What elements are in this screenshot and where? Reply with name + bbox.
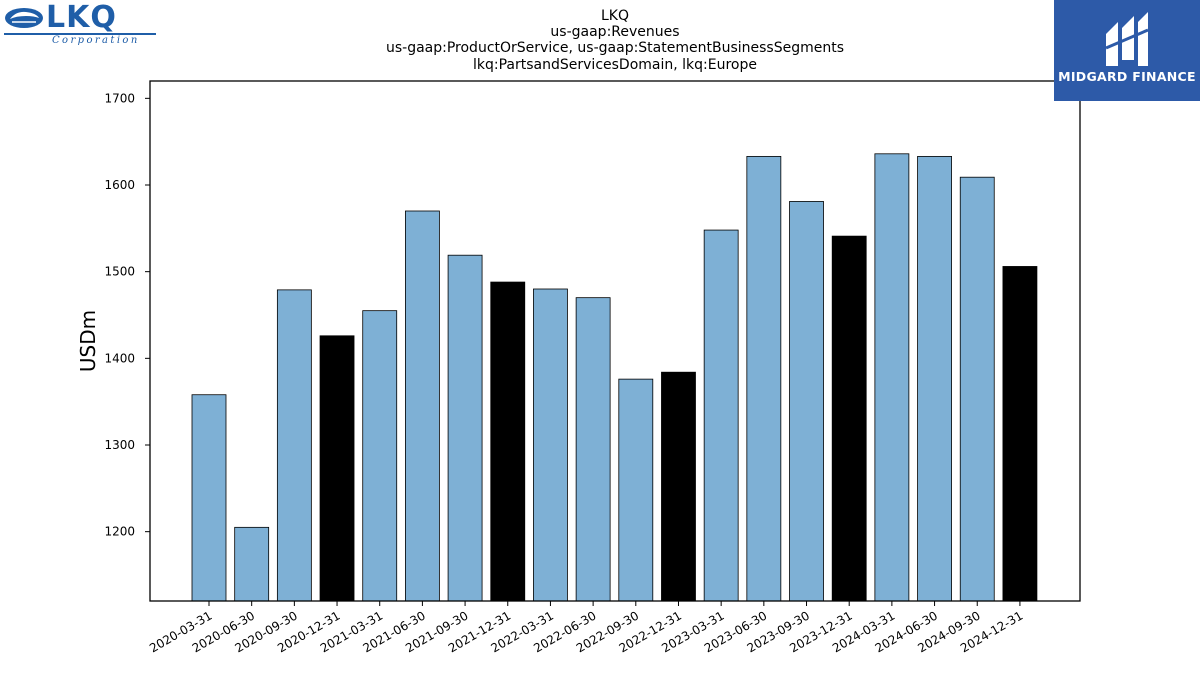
bar-2023-03-31 (703, 229, 739, 602)
y-tick-label-1600: 1600 (104, 178, 135, 192)
chart-title: LKQ us-gaap:Revenues us-gaap:ProductOrSe… (386, 8, 844, 73)
midgard-finance-text: MIDGARD FINANCE (1058, 69, 1196, 84)
bar-2022-03-31 (533, 288, 568, 602)
bar-2024-06-30 (917, 155, 952, 602)
bar-2021-06-30 (404, 210, 440, 602)
bar-2020-06-30 (234, 526, 270, 602)
bar-2023-09-30 (789, 201, 824, 602)
lkq-logo-tagline: Corporation (52, 35, 140, 46)
y-tick-label-1400: 1400 (104, 351, 135, 365)
lkq-logo-wordmark: LKQ (46, 0, 117, 35)
lkq-logo-rule (4, 33, 156, 35)
bar-2024-03-31 (874, 153, 910, 602)
y-axis: 1200 1300 1400 1500 1600 1700 (104, 91, 150, 539)
bar-2020-09-30 (276, 289, 312, 602)
bar-2022-09-30 (618, 378, 654, 602)
plot-frame (149, 80, 1081, 602)
bar-2021-09-30 (447, 254, 483, 602)
bar-2024-09-30 (959, 176, 995, 602)
chart-title-line-1: LKQ (601, 8, 629, 24)
bar-2022-12-31 (661, 371, 696, 602)
bar-2023-12-31 (831, 235, 867, 602)
y-tick-label-1300: 1300 (104, 438, 135, 452)
lkq-car-emblem-icon (5, 8, 43, 28)
bar-2021-03-31 (362, 310, 398, 602)
bar-2024-12-31 (1002, 266, 1038, 602)
bar-2020-03-31 (191, 394, 227, 602)
chart-title-line-3: us-gaap:ProductOrService, us-gaap:Statem… (386, 40, 844, 56)
y-axis-label: USDm (76, 310, 100, 372)
x-axis: 2020-03-312020-06-302020-09-302020-12-31… (147, 601, 1025, 655)
y-tick-label-1200: 1200 (104, 525, 135, 539)
bar-2022-06-30 (575, 297, 611, 602)
chart-title-line-4: lkq:PartsandServicesDomain, lkq:Europe (473, 57, 757, 73)
bar-2023-06-30 (746, 155, 782, 602)
y-tick-label-1500: 1500 (104, 265, 135, 279)
bar-2020-12-31 (319, 335, 355, 602)
midgard-finance-watermark: MIDGARD FINANCE (1054, 0, 1200, 101)
midgard-finance-logo-icon (1105, 12, 1149, 66)
bar-series (191, 153, 1038, 602)
bar-2021-12-31 (490, 281, 526, 602)
chart-title-line-2: us-gaap:Revenues (550, 24, 679, 40)
y-tick-label-1700: 1700 (104, 91, 135, 105)
lkq-logo: LKQ Corporation (4, 0, 160, 48)
